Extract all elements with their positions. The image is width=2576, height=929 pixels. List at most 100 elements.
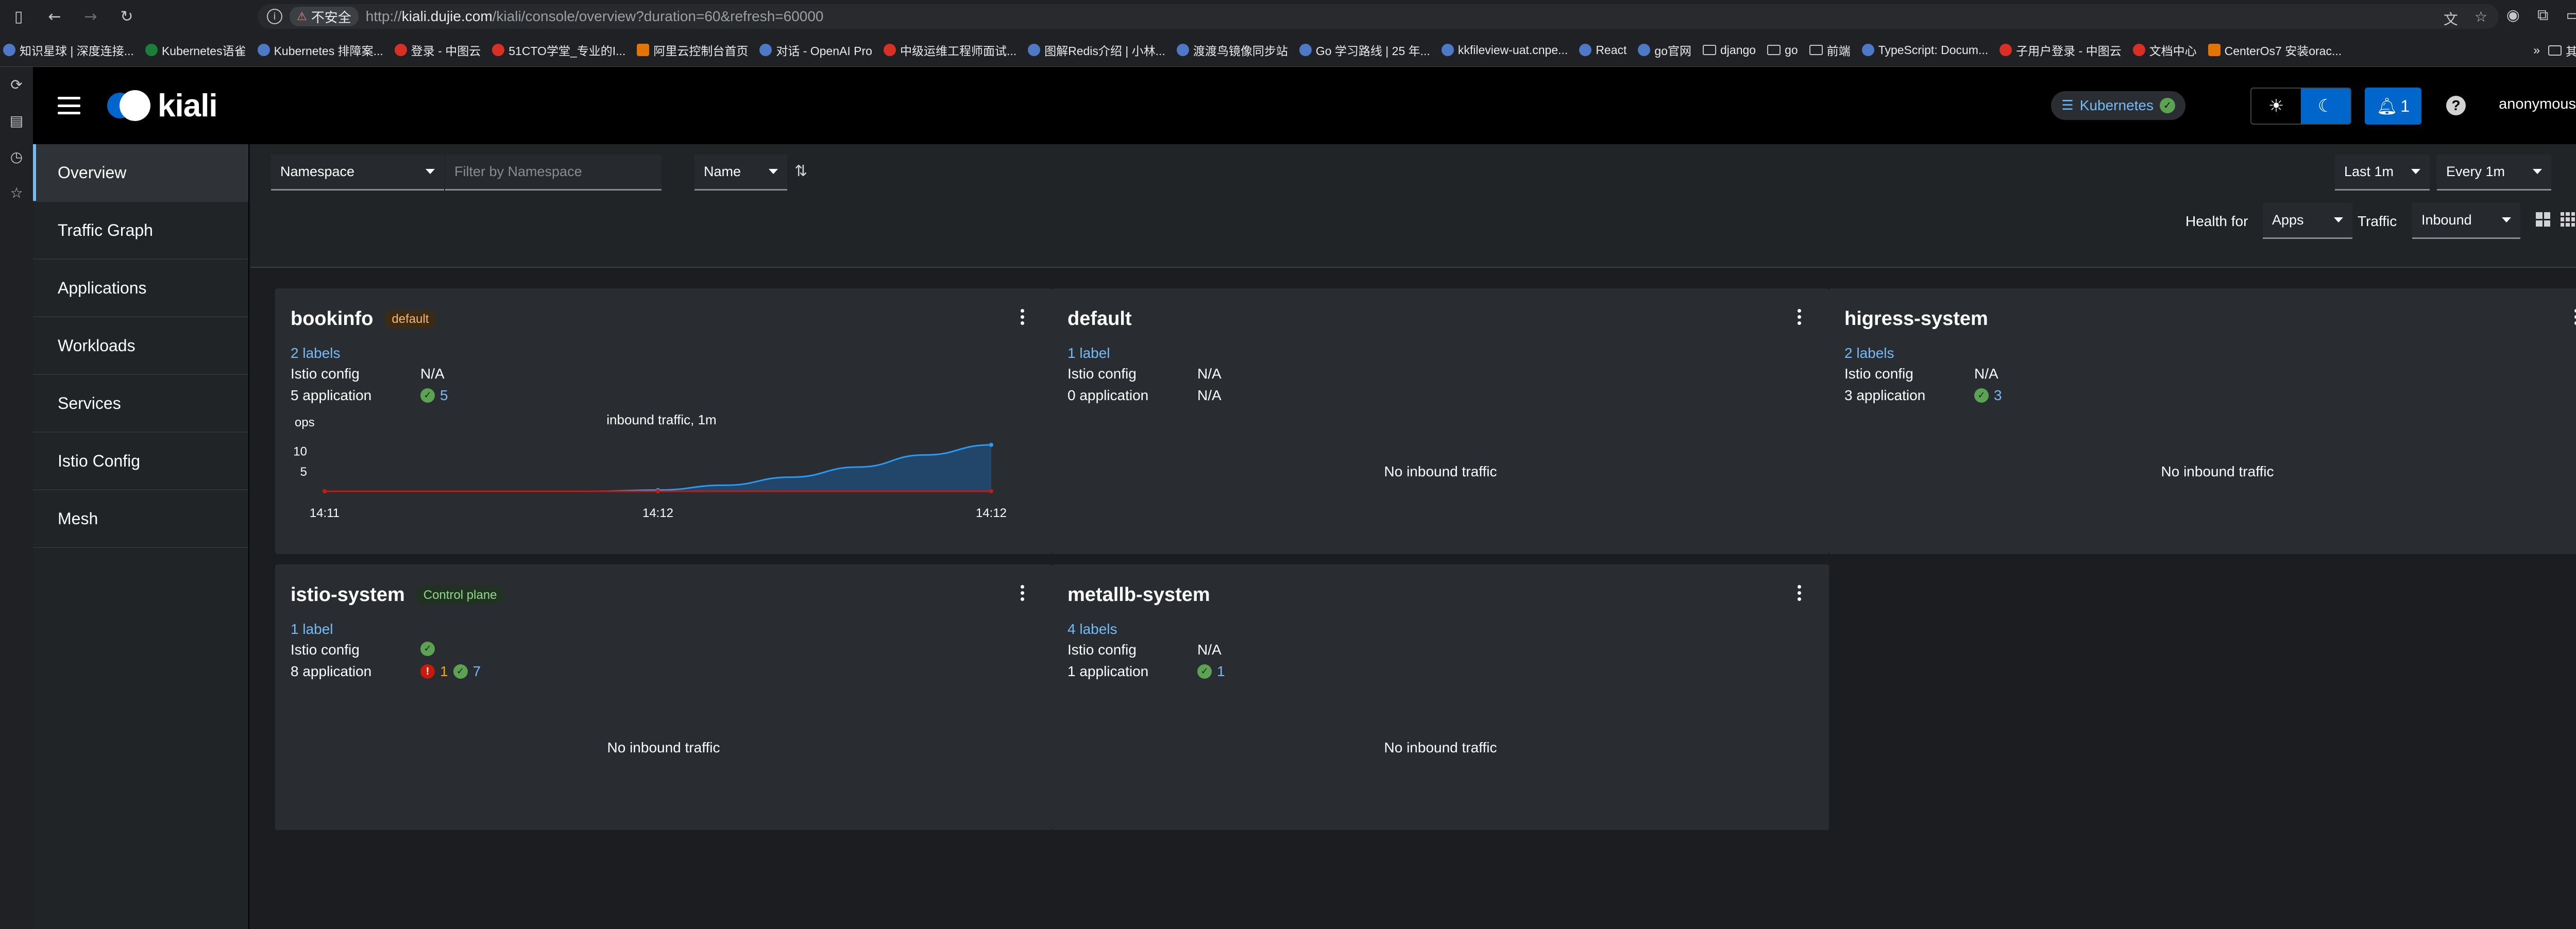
control-plane-badge: Control plane [416,586,504,605]
bookmark-label: Go 学习路线 | 25 年... [1315,44,1430,58]
notifications-button[interactable]: 🔔︎ 1 [2365,88,2421,125]
kebab-menu-icon[interactable] [1798,309,1801,325]
profile-icon[interactable]: ◉ [2506,6,2520,24]
applications-health[interactable]: ✓ 5 [420,387,448,404]
user-menu[interactable]: anonymous [2499,96,2576,112]
kiali-logo[interactable]: kiali [107,88,218,124]
kebab-menu-icon[interactable] [1021,585,1024,601]
theme-toggle[interactable]: ☀ ☾ [2250,88,2351,125]
expand-view-icon[interactable] [2536,212,2550,227]
istio-config-status[interactable]: ✓ [420,642,435,656]
sidebar-item-istio-config[interactable]: Istio Config [33,433,248,490]
labels-link[interactable]: 1 label [1067,345,1110,361]
other-bookmarks[interactable]: » 其他书签 [2526,33,2576,66]
bookmark-item[interactable]: CenterOs7 安装orac... [2208,41,2342,59]
chart-point [989,442,993,447]
kebab-menu-icon[interactable] [2574,309,2576,325]
refresh-interval-select[interactable]: Every 1m [2437,154,2551,191]
sidebar-item-mesh[interactable]: Mesh [33,490,248,548]
sidebar-toggle-icon[interactable]: ▯ [14,7,23,26]
sidebar-item-applications[interactable]: Applications [33,260,248,317]
namespace-name[interactable]: metallb-system [1067,584,1210,606]
namespace-name[interactable]: higress-system [1844,308,1988,330]
bookmark-label: CenterOs7 安装orac... [2224,44,2342,58]
sidebar-item-traffic-graph[interactable]: Traffic Graph [33,202,248,260]
compact-view-icon[interactable] [2561,212,2575,227]
chart-y-tick-label: 5 [300,465,307,479]
namespace-name[interactable]: istio-system [291,584,405,606]
bookmark-item[interactable]: 知识星球 | 深度连接... [3,41,134,59]
bookmark-item[interactable]: React [1579,43,1626,57]
bookmark-label: Kubernetes 排障案... [274,44,383,58]
namespace-name[interactable]: bookinfo [291,308,374,330]
bookmark-item[interactable]: 文档中心 [2132,41,2197,59]
bookmark-item[interactable]: Go 学习路线 | 25 年... [1299,41,1430,59]
bookmark-item[interactable]: go官网 [1638,41,1691,59]
bookmark-item[interactable]: Kubernetes 排障案... [257,41,383,59]
labels-link[interactable]: 2 labels [1844,345,1894,361]
labels-link[interactable]: 2 labels [291,345,341,361]
reload-icon[interactable]: ↻ [120,7,133,26]
bookmark-item[interactable]: 阿里云控制台首页 [637,41,748,59]
namespace-filter-input[interactable]: Filter by Namespace [445,154,662,191]
healthy-count: 1 [1217,663,1225,679]
sidebar-favorites-icon[interactable]: ☆ [10,184,23,201]
help-icon[interactable]: ? [2446,96,2466,115]
bookmark-star-icon[interactable]: ☆ [2474,8,2487,25]
browser-toolbar: ▯ ← → ↻ i ⚠ 不安全 http://kiali.dujie.com/k… [0,0,2576,33]
cluster-badge[interactable]: ☰ Kubernetes ✓ [2051,91,2185,120]
favicon-icon [1299,44,1312,56]
dark-theme-icon[interactable]: ☾ [2301,89,2350,124]
sidebar-item-services[interactable]: Services [33,375,248,433]
health-for-value: Apps [2272,212,2304,228]
bookmark-item[interactable]: 中级运维工程师面试... [883,41,1016,59]
duration-select[interactable]: Last 1m [2335,154,2430,191]
sort-direction-icon[interactable]: ⇅ [794,162,808,180]
bookmark-item[interactable]: TypeScript: Docum... [1861,43,1988,57]
bookmark-item[interactable]: Kubernetes语雀 [145,41,246,59]
labels-link[interactable]: 1 label [291,621,333,637]
sidebar-item-overview[interactable]: Overview [33,144,248,202]
bookmark-item[interactable]: django [1703,43,1756,57]
address-bar[interactable]: i ⚠ 不安全 http://kiali.dujie.com/kiali/con… [258,4,2499,29]
insecure-badge[interactable]: ⚠ 不安全 [290,7,359,26]
sidebar-save-icon[interactable]: ▤ [9,112,24,129]
translate-icon[interactable]: 文 [2443,11,2458,28]
bookmark-item[interactable]: 前端 [1809,41,1851,59]
hamburger-menu-icon[interactable] [58,97,80,114]
applications-health[interactable]: ! 1 ✓ 7 [420,663,481,680]
sort-field-select[interactable]: Name [694,154,787,191]
bookmark-item[interactable]: 图解Redis介绍 | 小林... [1028,41,1165,59]
refresh-interval-value: Every 1m [2446,164,2505,179]
sidebar-history-icon[interactable]: ◷ [10,148,23,165]
site-info-icon[interactable]: i [267,9,282,24]
split-view-icon[interactable]: ▭ [2566,6,2576,24]
bookmark-item[interactable]: 子用户登录 - 中图云 [1999,41,2122,59]
sidebar-ai-icon[interactable]: ⟳ [10,76,23,93]
bookmark-item[interactable]: 对话 - OpenAI Pro [759,41,872,59]
url-path: /kiali/console/overview?duration=60&refr… [492,8,824,24]
namespace-name[interactable]: default [1067,308,1132,330]
url-text[interactable]: http://kiali.dujie.com/kiali/console/ove… [366,8,824,25]
filter-type-select[interactable]: Namespace [271,154,444,191]
labels-link[interactable]: 4 labels [1067,621,1117,637]
applications-health[interactable]: ✓ 3 [1974,387,2002,404]
bookmark-item[interactable]: kkfileview-uat.cnpe... [1441,43,1568,57]
istio-config-label: Istio config [1067,642,1137,658]
bookmark-item[interactable]: 渡渡鸟镜像同步站 [1176,41,1288,59]
applications-health[interactable]: ✓ 1 [1197,663,1225,680]
bookmark-item[interactable]: go [1767,43,1798,57]
extensions-icon[interactable]: ⧉ [2537,6,2549,24]
kebab-menu-icon[interactable] [1798,585,1801,601]
sidebar-item-workloads[interactable]: Workloads [33,317,248,375]
forward-icon[interactable]: → [84,7,97,26]
light-theme-icon[interactable]: ☀ [2251,89,2301,124]
traffic-label: Traffic [2358,213,2397,229]
bookmark-item[interactable]: 登录 - 中图云 [394,41,481,59]
health-for-select[interactable]: Apps [2263,203,2352,239]
kebab-menu-icon[interactable] [1021,309,1024,325]
bookmarks-bar: 知识星球 | 深度连接... Kubernetes语雀 Kubernetes 排障案… [0,33,2576,67]
bookmark-item[interactable]: 51CTO学堂_专业的I... [492,41,625,59]
back-icon[interactable]: ← [48,7,61,26]
traffic-direction-select[interactable]: Inbound [2412,203,2520,239]
